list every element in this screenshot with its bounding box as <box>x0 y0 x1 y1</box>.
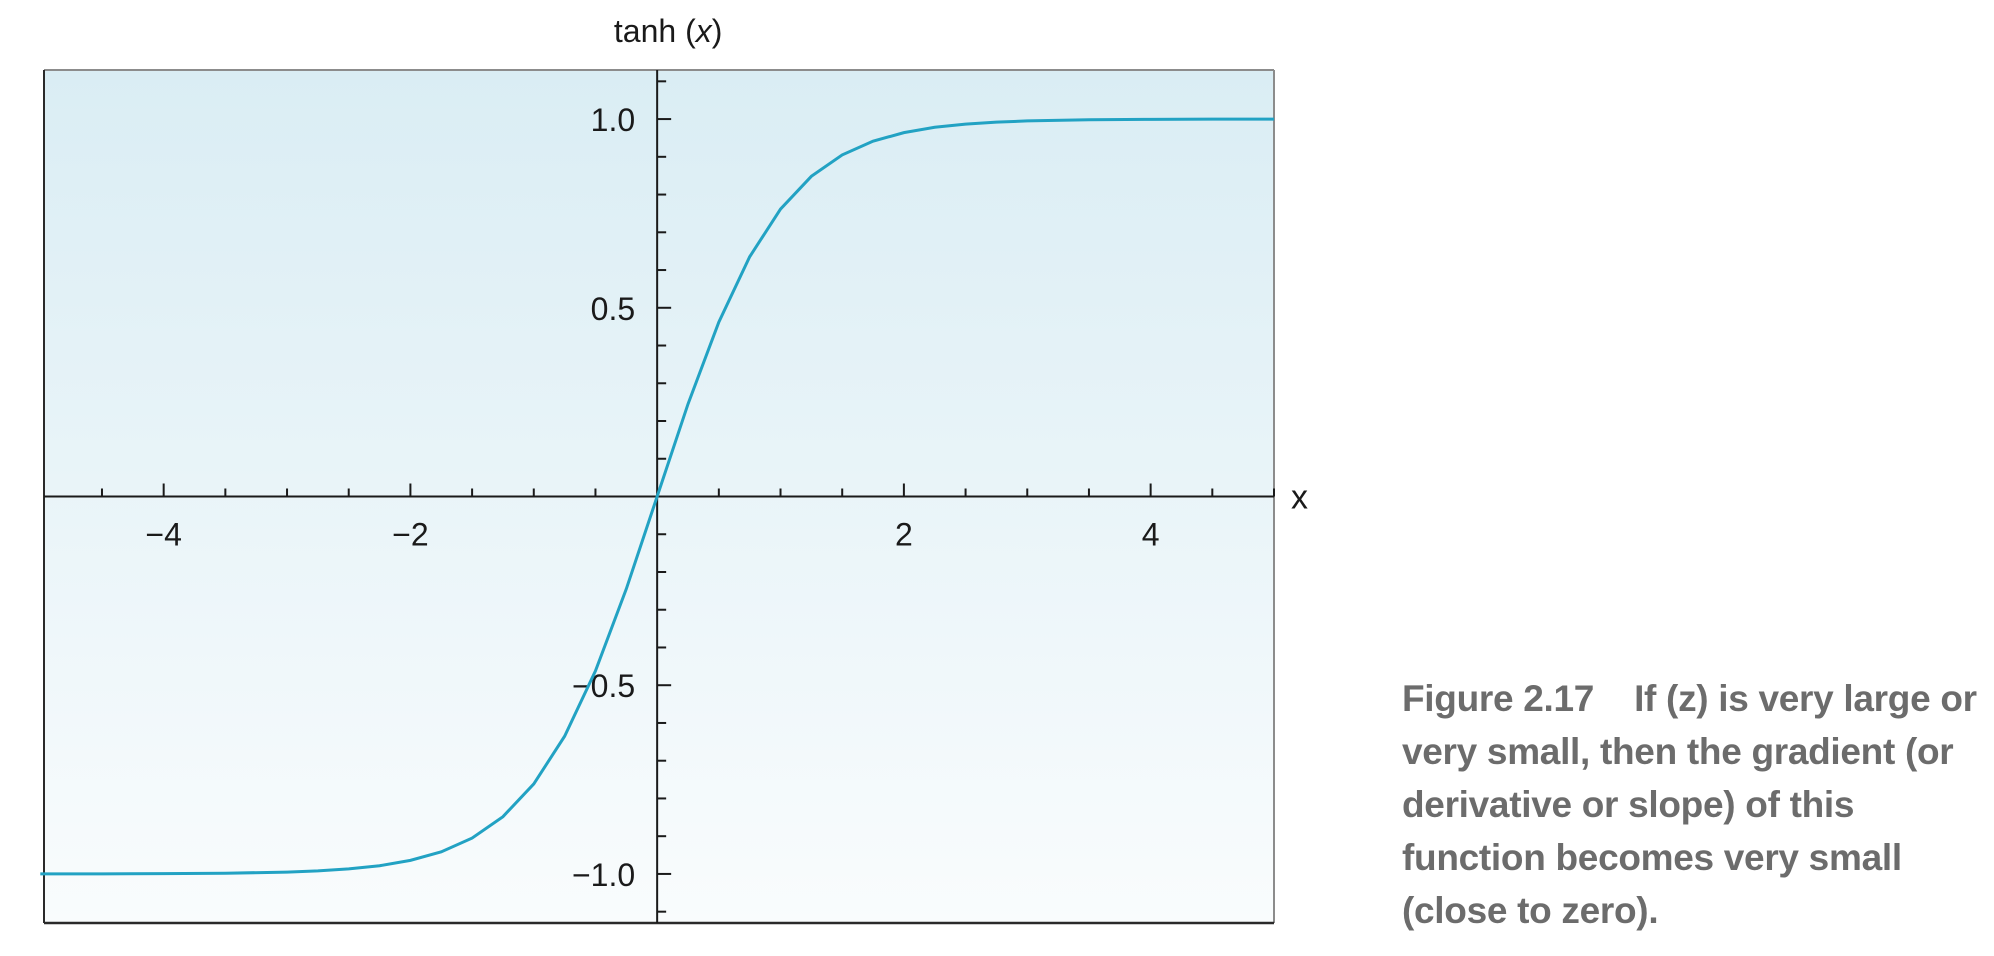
title-variable: x <box>694 13 713 49</box>
axis-ticks <box>100 80 1275 913</box>
figure-label: Figure 2.17 <box>1402 678 1595 719</box>
tanh-curve <box>40 117 1275 876</box>
y-tick-label: 0.5 <box>591 291 635 327</box>
y-tick-label: 1.0 <box>591 102 635 138</box>
figure-caption-text: If (z) is very large or very small, then… <box>1402 678 1977 931</box>
tick-labels: −4 −2 2 41.00.5−0.5−1.0 <box>145 102 1159 893</box>
x-tick-label: −4 <box>145 517 181 553</box>
y-tick-label: −1.0 <box>572 857 635 893</box>
title-suffix: ) <box>712 13 723 49</box>
x-tick-label: −2 <box>392 517 428 553</box>
tanh-chart: −4 −2 2 41.00.5−0.5−1.0 tanh (x) x <box>40 13 1308 925</box>
chart-title: tanh (x) <box>614 13 722 49</box>
figure-caption: Figure 2.17 If (z) is very large or very … <box>1402 672 1987 937</box>
x-tick-label: 2 <box>895 517 913 553</box>
x-tick-label: 4 <box>1142 517 1160 553</box>
x-axis-label: x <box>1291 479 1308 517</box>
title-prefix: tanh ( <box>614 13 696 49</box>
